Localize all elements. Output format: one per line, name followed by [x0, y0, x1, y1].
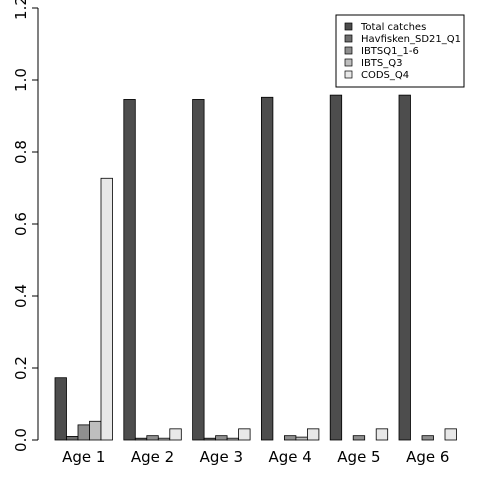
bar	[169, 428, 182, 441]
bar	[398, 94, 411, 441]
legend-swatch	[344, 70, 353, 79]
bar-group	[54, 177, 113, 441]
y-tick-label: 0.6	[12, 212, 30, 236]
y-axis: 0.0 0.2 0.4 0.6 0.8 1.0 1.2	[12, 0, 39, 452]
bar-group	[398, 94, 457, 441]
bar	[283, 435, 297, 441]
bar	[260, 96, 274, 441]
bar	[134, 437, 148, 441]
x-axis-labels: Age 1 Age 2 Age 3 Age 4 Age 5 Age 6	[62, 448, 449, 466]
bar	[66, 435, 79, 441]
legend-swatch	[344, 58, 353, 67]
x-category-label: Age 4	[268, 448, 311, 466]
bar-group	[329, 94, 389, 441]
bar	[146, 435, 159, 441]
bar	[375, 428, 389, 441]
bar	[444, 428, 457, 441]
y-tick-label: 1.2	[12, 0, 30, 20]
bar-group	[123, 99, 182, 441]
bar	[192, 99, 205, 441]
bar	[352, 435, 366, 441]
y-tick-label: 0.0	[12, 428, 30, 452]
y-tick-label: 1.0	[12, 68, 30, 92]
bar	[238, 428, 251, 441]
bar-group	[192, 99, 251, 441]
x-category-label: Age 3	[200, 448, 243, 466]
bar	[421, 435, 434, 441]
y-tick-label: 0.4	[12, 284, 30, 308]
bar	[215, 435, 228, 441]
bar	[226, 437, 240, 441]
x-category-label: Age 2	[131, 448, 174, 466]
bar	[77, 424, 90, 441]
x-category-label: Age 6	[406, 448, 449, 466]
y-tick-label: 0.8	[12, 140, 30, 164]
bar	[89, 420, 102, 441]
y-tick-label: 0.2	[12, 356, 30, 380]
bar	[54, 377, 67, 441]
legend-label: IBTSQ1_1-6	[361, 46, 419, 57]
legend-label: Total catches	[360, 22, 426, 33]
bar	[100, 177, 113, 441]
x-category-label: Age 5	[337, 448, 380, 466]
bar	[306, 428, 320, 441]
legend-swatch	[344, 22, 353, 31]
bar	[329, 94, 343, 441]
bars	[54, 94, 457, 441]
legend-swatch	[344, 34, 353, 43]
legend-box	[335, 14, 465, 88]
bar	[157, 437, 171, 441]
legend: Total catchesHavfisken_SD21_Q1IBTSQ1_1-6…	[335, 14, 465, 88]
bar-group	[260, 96, 320, 441]
legend-label: Havfisken_SD21_Q1	[361, 34, 461, 45]
bar	[123, 99, 136, 441]
legend-label: CODS_Q4	[361, 70, 409, 81]
x-category-label: Age 1	[62, 448, 105, 466]
bar	[203, 437, 217, 441]
legend-label: IBTS_Q3	[361, 58, 403, 69]
legend-swatch	[344, 46, 353, 55]
bar	[295, 436, 308, 441]
